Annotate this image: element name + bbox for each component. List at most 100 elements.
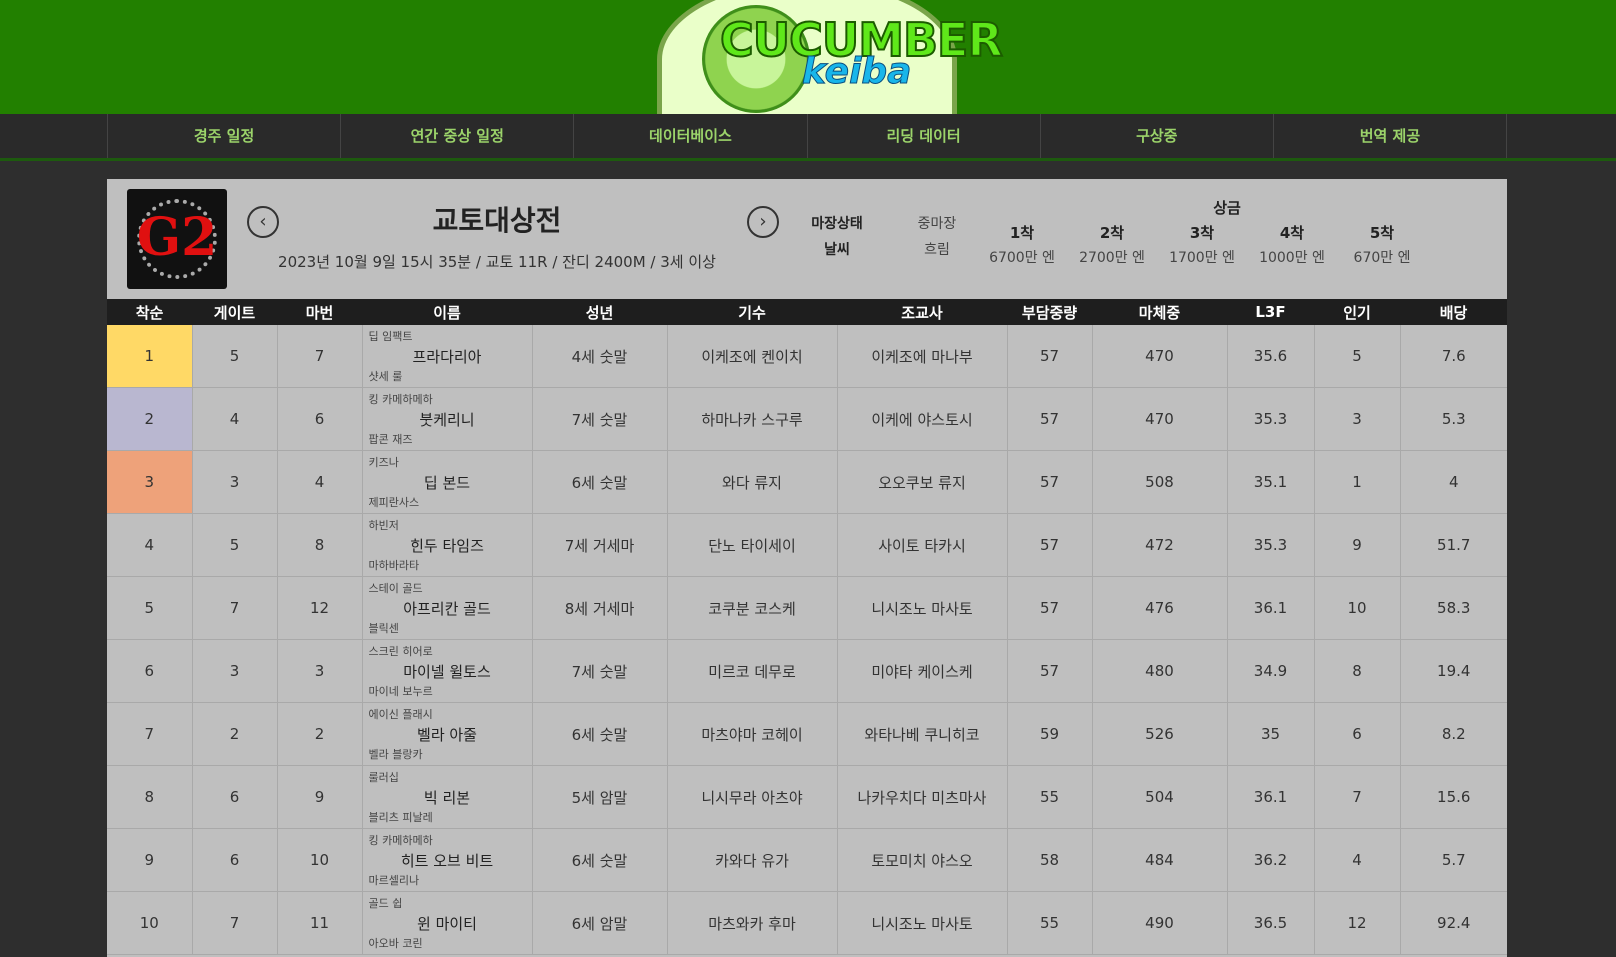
cell-jockey[interactable]: 단노 타이세이 [667,513,838,577]
sire-name[interactable]: 골드 쉽 [368,897,403,910]
cell-l3f: 36.1 [1227,765,1315,829]
horse-name[interactable]: 윈 마이티 [417,914,477,933]
cell-number: 2 [277,702,363,766]
dam-name[interactable]: 마이네 보누르 [368,685,433,698]
dam-name[interactable]: 제피란사스 [368,496,420,509]
cell-body-weight: 504 [1092,765,1228,829]
cell-jockey[interactable]: 하마나카 스구루 [667,387,838,451]
cell-jockey[interactable]: 카와다 유가 [667,828,838,892]
cell-trainer[interactable]: 사이토 타카시 [837,513,1008,577]
table-row[interactable]: 8 6 9 룰러십 빅 리본 블리츠 피날레 5세 암말 니시무라 아츠야 나카우치다 미츠마사… [107,765,1507,829]
nav-item-graded-schedule[interactable]: 연간 중상 일정 [340,114,573,158]
horse-name[interactable]: 마이넬 윌토스 [403,662,491,681]
col-header-odds[interactable]: 배당 [1400,299,1507,325]
cell-trainer[interactable]: 이케조에 마나부 [837,325,1008,388]
sire-name[interactable]: 에이신 플래시 [368,708,433,721]
cell-odds: 92.4 [1400,891,1507,955]
nav-item-leading-data[interactable]: 리딩 데이터 [806,114,1040,158]
prize-title: 상금 [1213,199,1241,217]
col-header-trainer[interactable]: 조교사 [837,299,1007,325]
cell-trainer[interactable]: 니시조노 마사토 [837,891,1008,955]
cell-jockey[interactable]: 마츠와카 후마 [667,891,838,955]
cell-jockey[interactable]: 마츠야마 코헤이 [667,702,838,766]
sire-name[interactable]: 킹 카메하메하 [368,834,433,847]
horse-name[interactable]: 빅 리본 [423,788,471,807]
col-header-name[interactable]: 이름 [362,299,532,325]
table-row[interactable]: 7 2 2 에이신 플래시 벨라 아줄 벨라 블랑카 6세 숫말 마츠야마 코헤이 와타나베 쿠… [107,702,1507,766]
sire-name[interactable]: 스크린 히어로 [368,645,433,658]
cell-gate: 4 [192,387,278,451]
nav-item-database[interactable]: 데이터베이스 [573,114,806,158]
dam-name[interactable]: 마르셀리나 [368,874,420,887]
cell-trainer[interactable]: 미야타 케이스케 [837,639,1008,703]
sire-name[interactable]: 룰러십 [368,771,399,784]
horse-name[interactable]: 벨라 아줄 [417,725,477,744]
cell-sex-age: 5세 암말 [532,765,668,829]
table-row[interactable]: 4 5 8 하빈저 힌두 타임즈 마하바라타 7세 거세마 단노 타이세이 사이토 타카시 57 4… [107,513,1507,577]
col-header-gate[interactable]: 게이트 [192,299,277,325]
prev-race-button[interactable]: ‹ [247,206,279,238]
main-nav: 경주 일정 연간 중상 일정 데이터베이스 리딩 데이터 구상중 번역 제공 [0,114,1616,161]
dam-name[interactable]: 블리츠 피날레 [368,811,433,824]
cell-trainer[interactable]: 토모미치 야스오 [837,828,1008,892]
cell-jockey[interactable]: 니시무라 아츠야 [667,765,838,829]
col-header-position[interactable]: 착순 [107,299,192,325]
horse-name[interactable]: 아프리칸 골드 [403,599,491,618]
sire-name[interactable]: 스테이 골드 [368,582,423,595]
sire-name[interactable]: 딥 임팩트 [368,330,413,343]
next-race-button[interactable]: › [747,206,779,238]
horse-name[interactable]: 딥 본드 [423,473,471,492]
cell-jockey[interactable]: 미르코 데무로 [667,639,838,703]
prize-rank: 2착 [1099,224,1125,242]
cell-trainer[interactable]: 오오쿠보 류지 [837,450,1008,514]
col-header-jockey[interactable]: 기수 [667,299,837,325]
col-header-weight[interactable]: 부담중량 [1007,299,1092,325]
cell-weight: 57 [1007,450,1093,514]
cell-jockey[interactable]: 이케조에 켄이치 [667,325,838,388]
table-row[interactable]: 9 6 10 킹 카메하메하 히트 오브 비트 마르셀리나 6세 숫말 카와다 유가 토모미치 … [107,828,1507,892]
cell-jockey[interactable]: 코쿠분 코스케 [667,576,838,640]
col-header-l3f[interactable]: L3F [1227,299,1314,325]
horse-name[interactable]: 붓케리니 [419,410,475,429]
table-row[interactable]: 6 3 3 스크린 히어로 마이넬 윌토스 마이네 보누르 7세 숫말 미르코 데무로 미야타 … [107,639,1507,703]
nav-item-translation[interactable]: 번역 제공 [1272,114,1508,158]
horse-name[interactable]: 히트 오브 비트 [400,851,494,870]
dam-name[interactable]: 샷세 룰 [368,370,403,383]
horse-name[interactable]: 프라다리아 [412,347,482,366]
dam-name[interactable]: 블릭센 [368,622,399,635]
cell-odds: 7.6 [1400,325,1507,388]
dam-name[interactable]: 마하바라타 [368,559,420,572]
cell-body-weight: 490 [1092,891,1228,955]
cell-trainer[interactable]: 이케에 야스토시 [837,387,1008,451]
sire-name[interactable]: 키즈나 [368,456,399,469]
sire-name[interactable]: 하빈저 [368,519,399,532]
dam-name[interactable]: 벨라 블랑카 [368,748,423,761]
col-header-number[interactable]: 마번 [277,299,362,325]
table-row[interactable]: 3 3 4 키즈나 딥 본드 제피란사스 6세 숫말 와다 류지 오오쿠보 류지 57 508 35.… [107,450,1507,514]
cell-sex-age: 6세 암말 [532,891,668,955]
col-header-sex-age[interactable]: 성년 [532,299,667,325]
site-logo[interactable]: CUCUMBER keiba [657,0,1004,114]
col-header-popularity[interactable]: 인기 [1314,299,1400,325]
cell-trainer[interactable]: 니시조노 마사토 [837,576,1008,640]
sire-name[interactable]: 킹 카메하메하 [368,393,433,406]
col-header-body-weight[interactable]: 마체중 [1092,299,1227,325]
nav-item-race-schedule[interactable]: 경주 일정 [107,114,340,158]
condition-values: 중마장 흐림 [897,211,977,263]
cell-trainer[interactable]: 와타나베 쿠니히코 [837,702,1008,766]
nav-item-planned[interactable]: 구상중 [1039,114,1273,158]
cell-jockey[interactable]: 와다 류지 [667,450,838,514]
dam-name[interactable]: 팝콘 재즈 [368,433,413,446]
cell-trainer[interactable]: 나카우치다 미츠마사 [837,765,1008,829]
table-row[interactable]: 5 7 12 스테이 골드 아프리칸 골드 블릭센 8세 거세마 코쿠분 코스케 니시조노 마사… [107,576,1507,640]
horse-name[interactable]: 힌두 타임즈 [410,536,484,555]
cell-position: 2 [107,387,193,451]
dam-name[interactable]: 아오바 코린 [368,937,423,950]
